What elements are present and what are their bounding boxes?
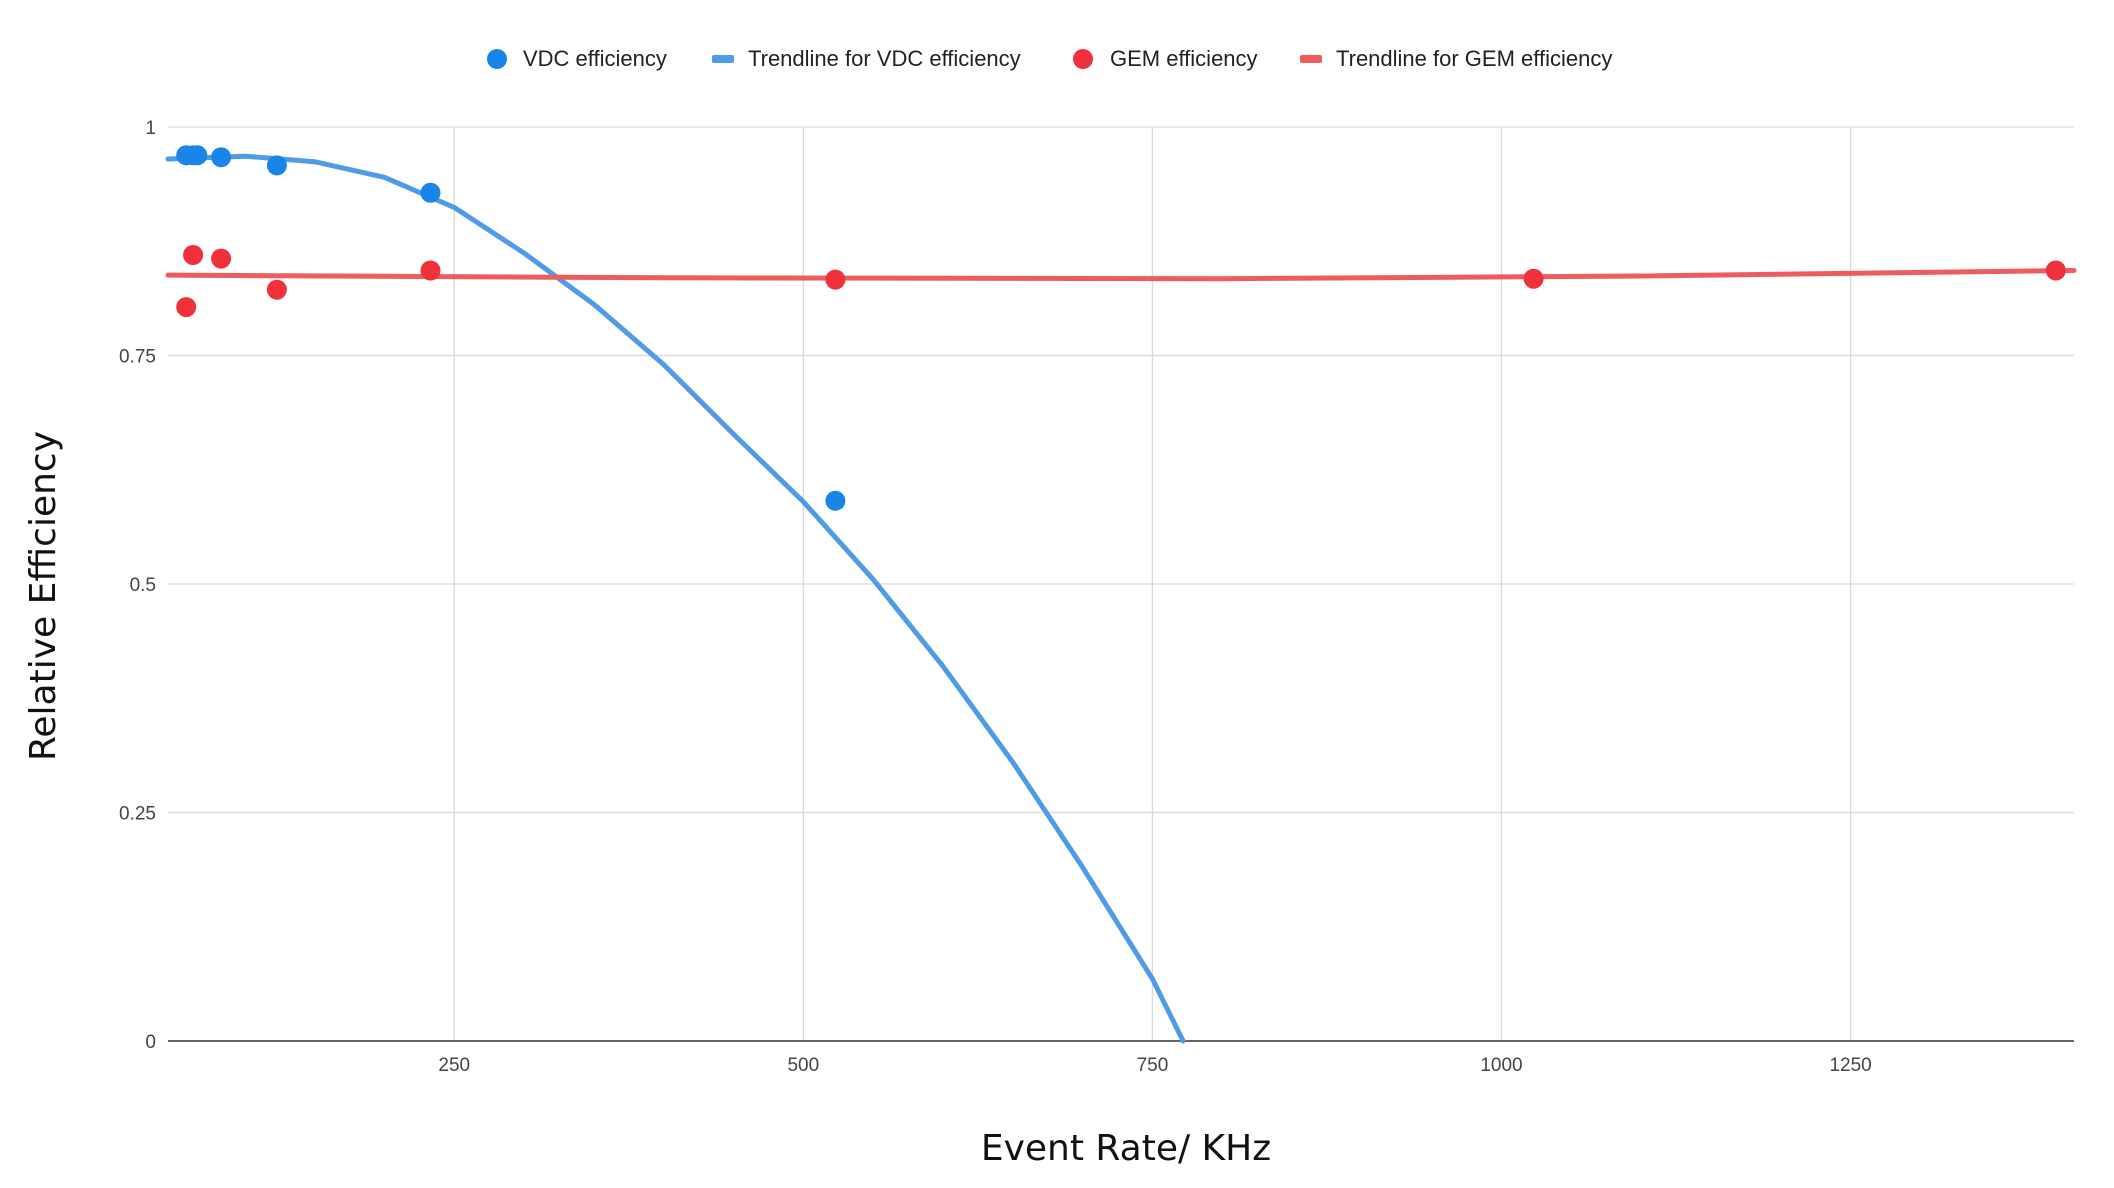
- gem-efficiency-point: [176, 297, 197, 318]
- vdc-efficiency-point: [825, 490, 846, 511]
- legend-item-vdc-trendline: Trendline for VDC efficiency: [712, 46, 1021, 71]
- legend-item-vdc-efficiency: VDC efficiency: [487, 46, 667, 71]
- legend: VDC efficiency Trendline for VDC efficie…: [487, 46, 1612, 71]
- gem-efficiency-point: [183, 245, 204, 265]
- legend-marker-vdc-trendline: [712, 55, 734, 63]
- x-axis-title: Event Rate/ KHz: [981, 1128, 1271, 1169]
- gem-efficiency-point: [1523, 268, 1544, 289]
- x-tick-label: 1250: [1829, 1055, 1871, 1076]
- trendline-for-vdc-efficiency-line: [165, 153, 1186, 1044]
- legend-item-gem-efficiency: GEM efficiency: [1073, 46, 1258, 71]
- trendline-for-gem-efficiency-line: [165, 268, 2077, 282]
- vdc-efficiency-point: [266, 155, 287, 176]
- x-axis-ticks: 250 500 750 1000 1250: [438, 1055, 1871, 1076]
- x-tick-label: 500: [787, 1055, 819, 1076]
- legend-label-gem-efficiency: GEM efficiency: [1110, 46, 1258, 71]
- vdc-efficiency-point: [211, 147, 232, 168]
- legend-label-gem-trendline: Trendline for GEM efficiency: [1336, 46, 1612, 71]
- x-tick-label: 750: [1137, 1055, 1169, 1076]
- x-tick-label: 250: [438, 1055, 470, 1076]
- y-axis-ticks: 0 0.25 0.5 0.75 1: [119, 118, 156, 1053]
- gem-efficiency-point: [825, 269, 846, 290]
- vdc-efficiency-point: [420, 182, 441, 203]
- y-tick-label: 0.75: [119, 347, 156, 368]
- grid: [168, 126, 2074, 1041]
- legend-label-vdc-efficiency: VDC efficiency: [523, 46, 667, 71]
- series-layer: [165, 145, 2077, 1044]
- y-tick-label: 1: [145, 118, 156, 139]
- x-tick-label: 1000: [1480, 1055, 1522, 1076]
- legend-marker-gem-efficiency: [1073, 49, 1093, 69]
- legend-item-gem-trendline: Trendline for GEM efficiency: [1300, 46, 1612, 71]
- y-tick-label: 0.5: [130, 575, 156, 596]
- gem-efficiency-point: [211, 248, 232, 269]
- gem-efficiency-point: [2045, 260, 2066, 281]
- legend-label-vdc-trendline: Trendline for VDC efficiency: [748, 46, 1021, 71]
- legend-marker-vdc-efficiency: [487, 49, 507, 69]
- y-tick-label: 0.25: [119, 804, 156, 825]
- y-tick-label: 0: [145, 1032, 156, 1053]
- legend-marker-gem-trendline: [1300, 55, 1322, 63]
- vdc-efficiency-point: [187, 145, 208, 166]
- y-axis-title: Relative Efficiency: [23, 431, 64, 761]
- gem-efficiency-point: [266, 279, 287, 300]
- gem-efficiency-point: [420, 260, 441, 281]
